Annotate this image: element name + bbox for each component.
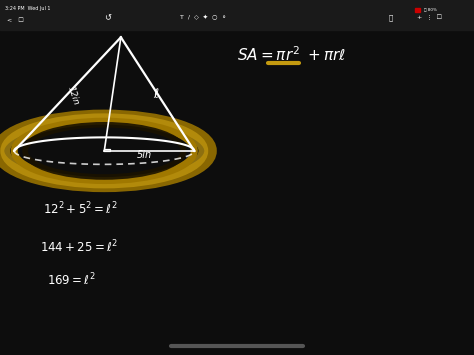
- Bar: [0, 0, 474, 30]
- Text: <   ☐: < ☐: [7, 18, 24, 23]
- Text: $SA = \pi r^2\ +\pi r\ell$: $SA = \pi r^2\ +\pi r\ell$: [237, 46, 346, 64]
- Bar: [415, 8, 420, 12]
- Text: $169 = \ell^2$: $169 = \ell^2$: [47, 272, 96, 289]
- Text: +  ⋮  ☐: + ⋮ ☐: [417, 15, 442, 21]
- Text: $144 + 25 = \ell^2$: $144 + 25 = \ell^2$: [40, 239, 118, 255]
- Text: $\ell$: $\ell$: [153, 87, 160, 101]
- Text: $12^2 + 5^2 = \ell^2$: $12^2 + 5^2 = \ell^2$: [43, 201, 118, 218]
- Text: 5in: 5in: [137, 151, 152, 160]
- Text: ⬛ 80%: ⬛ 80%: [424, 7, 437, 11]
- Text: T  /  ◇  ✦  ○  ⚬: T / ◇ ✦ ○ ⚬: [180, 15, 227, 21]
- Text: 🎙: 🎙: [389, 15, 393, 21]
- Text: 3:24 PM  Wed Jul 1: 3:24 PM Wed Jul 1: [5, 6, 50, 11]
- Text: ↺: ↺: [104, 13, 111, 22]
- Text: 12in: 12in: [66, 85, 81, 106]
